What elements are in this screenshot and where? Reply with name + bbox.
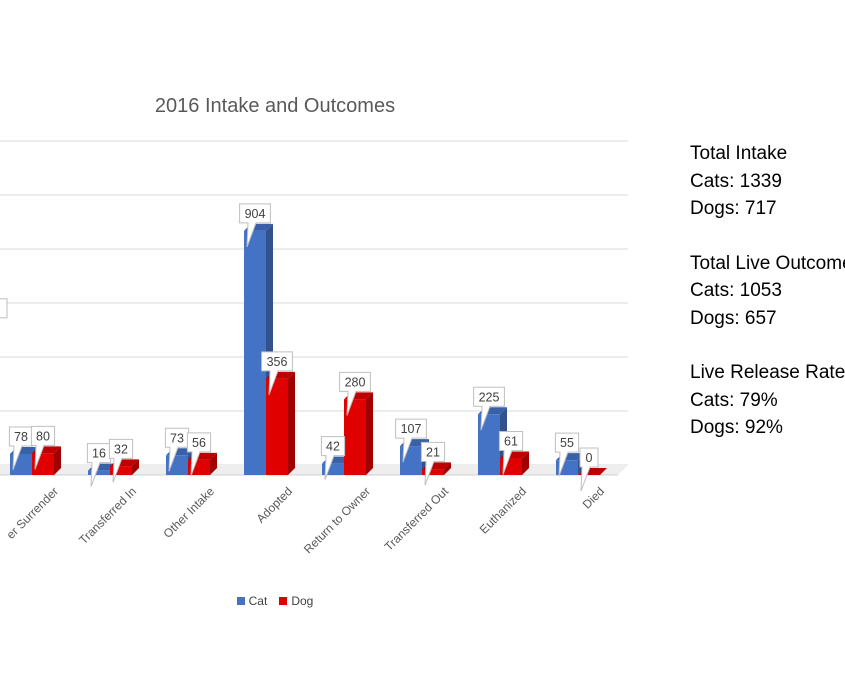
cat-data-label-box bbox=[395, 418, 427, 463]
live-release-rate-dogs: Dogs: 92% bbox=[690, 417, 783, 438]
dog-data-label: 21 bbox=[426, 445, 440, 459]
x-tick-label: Other Intake bbox=[161, 484, 218, 541]
dog-data-label-box bbox=[498, 431, 524, 475]
live-release-rate-group: Live Release Rate Cats: 79% Dogs: 92% bbox=[690, 359, 845, 442]
total-intake-cats: Cats: 1339 bbox=[690, 170, 782, 192]
chart-title: 2016 Intake and Outcomes bbox=[154, 95, 396, 117]
total-live-outcomes-dogs: Dogs: 657 bbox=[690, 307, 777, 329]
dog-bar bbox=[266, 378, 288, 475]
cat-data-label: 78 bbox=[14, 430, 28, 444]
dog-bar-side bbox=[54, 446, 61, 475]
dog-data-label-box bbox=[579, 447, 599, 492]
dog-data-label-box bbox=[108, 438, 134, 483]
dog-bar bbox=[422, 469, 444, 475]
legend-swatch-cat bbox=[236, 597, 245, 605]
total-intake-group: Total Intake Cats: 1339 Dogs: 717 bbox=[690, 140, 845, 223]
cat-bar bbox=[478, 414, 500, 475]
x-tick-label: Return to Owner bbox=[301, 484, 373, 556]
dog-bar bbox=[110, 466, 132, 475]
dog-data-label: 356 bbox=[267, 355, 288, 369]
total-live-outcomes-group: Total Live Outcomes Cats: 1053 Dogs: 657 bbox=[690, 250, 845, 333]
chart-plot: 78 80 er Surrender 16 32 Transferred In 73 56 Ot… bbox=[0, 140, 628, 556]
dog-data-label-box bbox=[339, 371, 371, 416]
cat-data-label-box bbox=[320, 436, 346, 480]
x-tick-label: Died bbox=[580, 484, 607, 511]
cat-data-label: 42 bbox=[326, 440, 340, 454]
chart-area: 78 80 er Surrender 16 32 Transferred In 73 56 Ot… bbox=[0, 95, 628, 608]
dog-data-label-box bbox=[261, 351, 293, 396]
legend-item-dog: Dog bbox=[279, 594, 313, 608]
dog-data-label: 56 bbox=[192, 436, 206, 450]
chart-legend: Cat Dog bbox=[0, 594, 550, 608]
total-intake-dogs: Dogs: 717 bbox=[690, 198, 777, 219]
dog-data-label: 61 bbox=[504, 435, 518, 449]
dog-data-label-box bbox=[0, 298, 8, 319]
cat-bar bbox=[322, 463, 344, 475]
chart-floor bbox=[0, 465, 628, 475]
dog-bar-side bbox=[366, 392, 373, 475]
cat-data-label: 73 bbox=[170, 431, 184, 445]
dog-bar-side bbox=[288, 371, 295, 475]
cat-data-label: 16 bbox=[92, 447, 106, 461]
dog-data-label: 80 bbox=[36, 429, 50, 443]
dog-bar-side bbox=[210, 452, 217, 475]
x-tick-label: Transferred Out bbox=[382, 484, 452, 554]
cat-data-label: 904 bbox=[245, 207, 266, 221]
legend-label-cat: Cat bbox=[248, 594, 268, 608]
live-release-rate-cats: Cats: 79% bbox=[690, 389, 778, 411]
cat-data-label-box bbox=[164, 427, 190, 472]
cat-data-label-box bbox=[473, 386, 505, 431]
legend-item-cat: Cat bbox=[236, 594, 268, 608]
dog-data-label: 280 bbox=[345, 375, 366, 389]
x-tick-label: er Surrender bbox=[4, 484, 62, 542]
dog-bar-side bbox=[444, 462, 451, 475]
cat-data-label-box bbox=[554, 432, 580, 477]
dog-data-label-box bbox=[30, 425, 56, 470]
cat-data-label: 55 bbox=[560, 436, 574, 450]
dog-data-label: 0 bbox=[586, 451, 593, 465]
dog-data-label-box bbox=[186, 432, 212, 477]
total-live-outcomes-title: Total Live Outcomes bbox=[690, 252, 845, 274]
live-release-rate-title: Live Release Rate bbox=[690, 362, 845, 383]
summary-stats: Total Intake Cats: 1339 Dogs: 717 Total … bbox=[690, 140, 845, 469]
cat-bar bbox=[88, 470, 110, 475]
dog-bar-side bbox=[132, 459, 139, 475]
cat-bar bbox=[244, 230, 266, 475]
cat-data-label-box bbox=[239, 203, 271, 248]
total-intake-title: Total Intake bbox=[690, 143, 788, 164]
x-tick-label: Adopted bbox=[254, 484, 296, 526]
x-tick-label: Transferred In bbox=[76, 484, 139, 547]
total-live-outcomes-cats: Cats: 1053 bbox=[690, 280, 782, 301]
cat-data-label: 107 bbox=[401, 422, 422, 436]
x-tick-label: Euthanized bbox=[477, 484, 529, 536]
dog-bar-side bbox=[522, 451, 529, 475]
cat-data-label: 225 bbox=[479, 390, 500, 404]
legend-swatch-dog bbox=[279, 597, 288, 605]
dog-data-label: 32 bbox=[114, 442, 128, 456]
legend-label-dog: Dog bbox=[291, 594, 314, 608]
dog-bar bbox=[344, 399, 366, 475]
dog-data-label-box bbox=[420, 441, 446, 486]
